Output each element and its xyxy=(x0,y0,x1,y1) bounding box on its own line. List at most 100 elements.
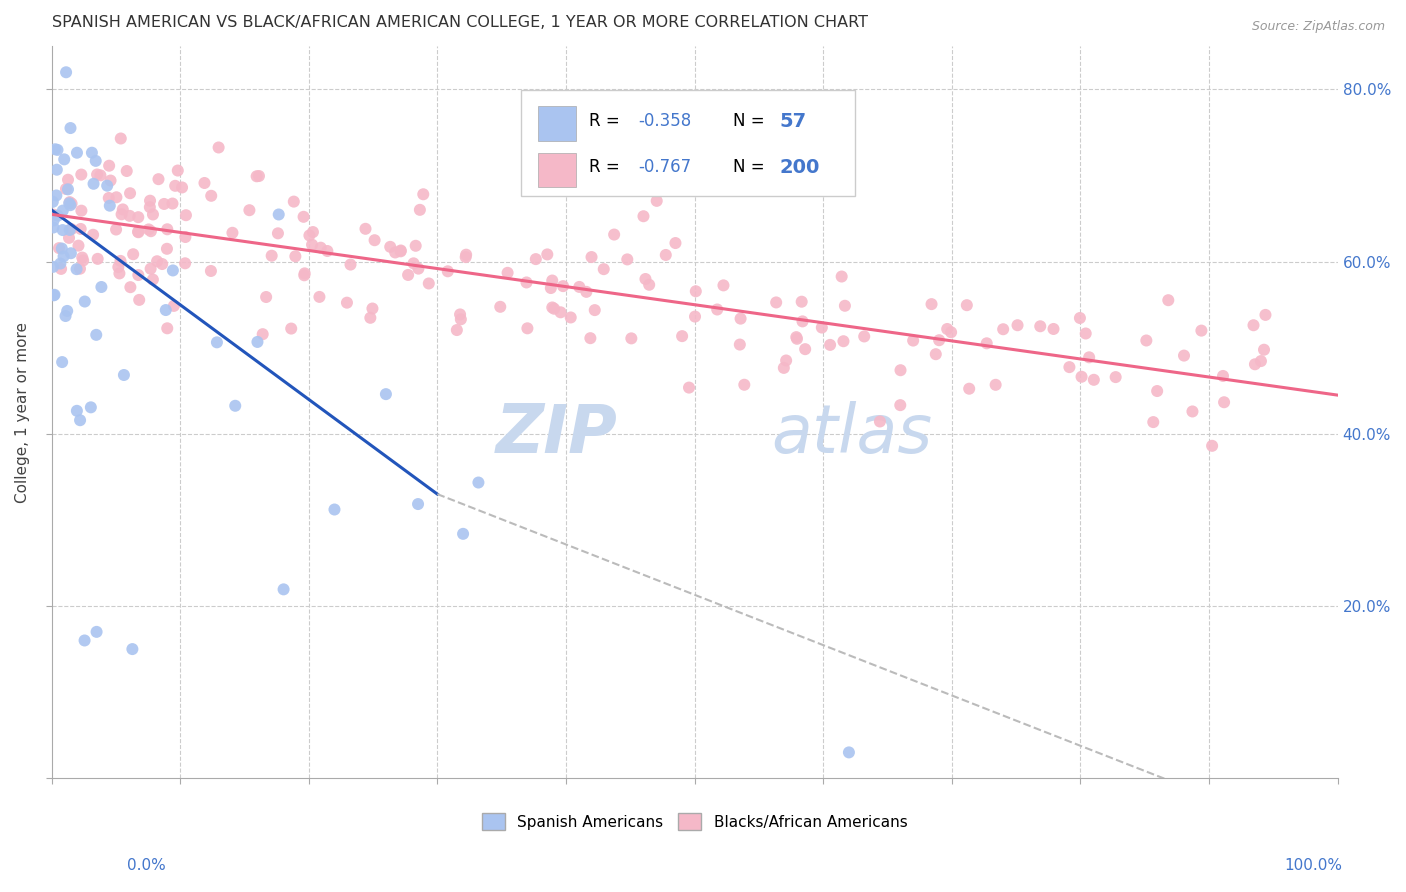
Point xyxy=(831,269,853,284)
Point xyxy=(786,332,808,346)
Point xyxy=(127,225,149,239)
Point xyxy=(238,203,260,218)
Point xyxy=(1181,404,1204,418)
Point xyxy=(515,276,537,290)
Point xyxy=(44,142,66,156)
Point xyxy=(247,169,270,183)
Point xyxy=(772,360,794,375)
Point xyxy=(98,159,121,173)
Point xyxy=(775,353,797,368)
Point xyxy=(42,213,65,227)
Point xyxy=(359,310,381,325)
Point xyxy=(592,262,614,277)
Point xyxy=(284,249,307,263)
Point xyxy=(536,247,558,261)
Point xyxy=(540,281,562,295)
Point xyxy=(405,239,427,253)
Point xyxy=(55,309,77,323)
Point xyxy=(1253,343,1275,357)
Point xyxy=(446,323,468,337)
Point xyxy=(80,401,103,415)
Point xyxy=(224,399,246,413)
Point xyxy=(1250,354,1272,368)
Point xyxy=(765,295,787,310)
Point xyxy=(70,203,93,218)
Point xyxy=(273,582,295,597)
Point xyxy=(142,207,165,221)
Point xyxy=(339,258,361,272)
Point xyxy=(363,233,385,247)
Point xyxy=(70,251,93,265)
Point xyxy=(246,334,269,349)
Point xyxy=(568,280,591,294)
Point xyxy=(1212,368,1234,383)
Point xyxy=(156,242,179,256)
Point xyxy=(98,199,121,213)
Point xyxy=(118,209,141,223)
Point xyxy=(450,312,472,326)
Point xyxy=(294,266,316,280)
Point xyxy=(139,224,162,238)
Point xyxy=(163,299,186,313)
Point xyxy=(111,202,134,217)
Text: N =: N = xyxy=(733,112,770,130)
Point xyxy=(105,190,128,204)
Point xyxy=(1059,360,1081,375)
Point xyxy=(156,222,179,236)
Point xyxy=(193,176,215,190)
Point xyxy=(785,330,807,344)
Point xyxy=(838,745,860,759)
Point xyxy=(1244,357,1267,371)
Point xyxy=(139,194,162,208)
Point xyxy=(560,310,582,325)
Point xyxy=(936,322,959,336)
Point xyxy=(59,246,82,260)
Point xyxy=(48,241,70,255)
Point xyxy=(156,321,179,335)
Point xyxy=(489,300,512,314)
Point xyxy=(56,172,79,186)
Point xyxy=(869,415,891,429)
Point xyxy=(84,327,107,342)
Point xyxy=(58,231,80,245)
Point xyxy=(252,327,274,342)
Text: SPANISH AMERICAN VS BLACK/AFRICAN AMERICAN COLLEGE, 1 YEAR OR MORE CORRELATION C: SPANISH AMERICAN VS BLACK/AFRICAN AMERIC… xyxy=(52,15,868,30)
Point xyxy=(449,308,471,322)
Point xyxy=(82,227,104,242)
Text: R =: R = xyxy=(589,159,626,177)
Point xyxy=(110,131,132,145)
Point xyxy=(1042,322,1064,336)
Text: 200: 200 xyxy=(779,159,820,178)
Text: atlas: atlas xyxy=(772,401,932,467)
Point xyxy=(150,257,173,271)
Point xyxy=(579,331,602,345)
Point xyxy=(581,250,603,264)
Point xyxy=(1083,373,1105,387)
Point xyxy=(148,172,170,186)
Point xyxy=(374,387,396,401)
Point xyxy=(56,182,79,196)
Point xyxy=(939,325,962,339)
Point xyxy=(42,288,65,302)
Point xyxy=(583,303,606,318)
Text: 0.0%: 0.0% xyxy=(127,858,166,873)
Point xyxy=(384,245,406,260)
Point xyxy=(901,334,924,348)
Point xyxy=(155,303,177,318)
Point xyxy=(730,311,752,326)
Point xyxy=(122,247,145,261)
Point xyxy=(645,194,668,208)
FancyBboxPatch shape xyxy=(537,153,576,186)
Point xyxy=(706,302,728,317)
Point xyxy=(110,253,132,268)
Point xyxy=(1070,369,1092,384)
Point xyxy=(451,526,474,541)
Point xyxy=(260,249,283,263)
Point xyxy=(55,65,77,79)
Point xyxy=(142,272,165,286)
Point xyxy=(409,202,432,217)
Point xyxy=(1069,311,1091,326)
Point xyxy=(246,169,269,184)
Point xyxy=(818,338,841,352)
Point xyxy=(728,337,751,351)
